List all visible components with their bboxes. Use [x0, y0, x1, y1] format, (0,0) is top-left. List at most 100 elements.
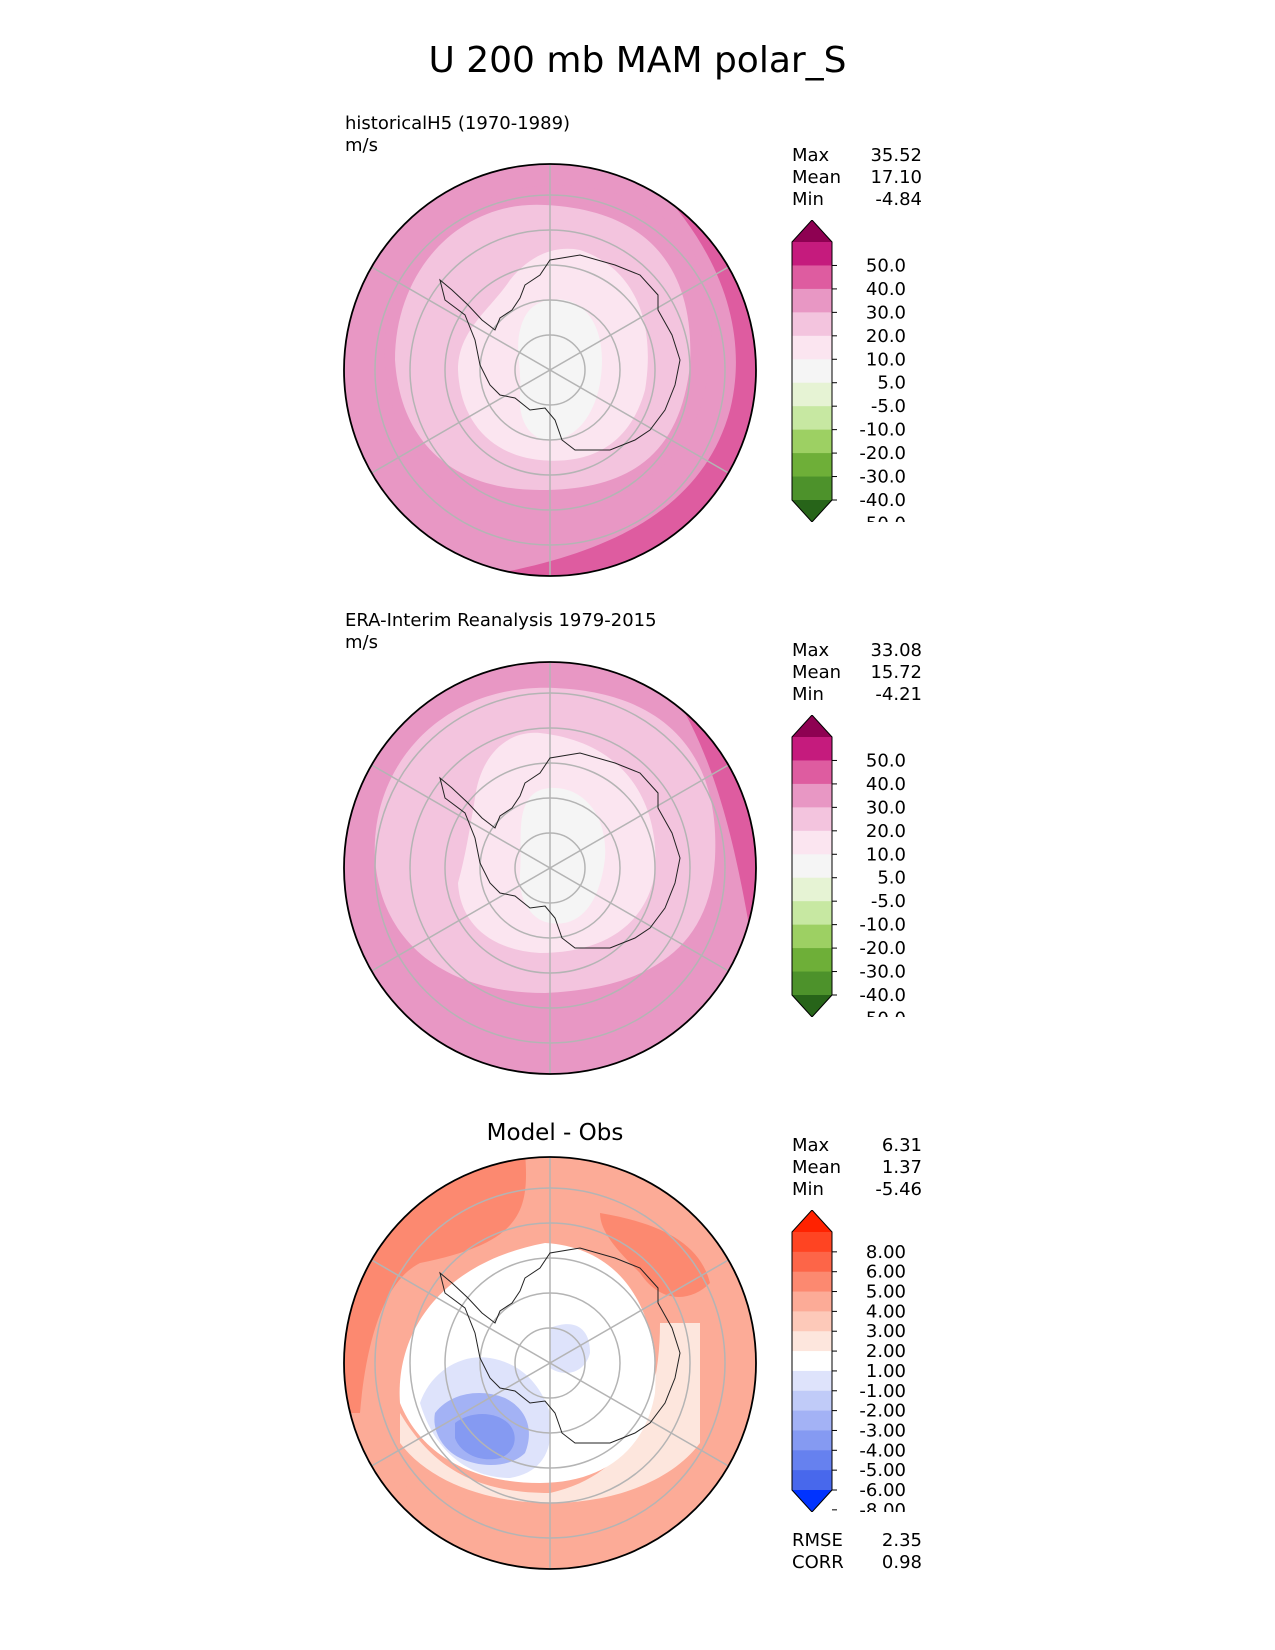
panel-3-extra-stats: RMSE 2.35 CORR 0.98	[792, 1530, 922, 1574]
colorbar-tick-label: -3.00	[859, 1420, 906, 1441]
colorbar-segment	[792, 312, 832, 337]
colorbar-tick-label: -1.00	[859, 1381, 906, 1402]
stat-row-max: Max 35.52	[792, 145, 922, 167]
map3-border	[343, 1156, 757, 1570]
colorbar-tick-label: 5.0	[877, 373, 906, 394]
colorbar-tick-label: -10.0	[859, 420, 906, 441]
colorbar-segment	[792, 1370, 832, 1392]
colorbar-tick-label: 2.00	[866, 1341, 906, 1362]
main-title: U 200 mb MAM polar_S	[428, 40, 847, 81]
colorbar-segment	[792, 242, 832, 266]
panel-2-units: m/s	[345, 632, 378, 653]
map1-coastline	[439, 254, 681, 451]
colorbar-segment	[792, 807, 832, 832]
colorbar-tick-label: 5.0	[877, 868, 906, 889]
panel-1-map	[343, 163, 757, 577]
panel-1-units: m/s	[345, 135, 378, 156]
colorbar-tick-label: -10.0	[859, 915, 906, 936]
stat-row-min: Min -4.21	[792, 684, 922, 706]
panel-1-stats: Max 35.52 Mean 17.10 Min -4.84	[792, 145, 922, 211]
colorbar-segment	[792, 1232, 832, 1253]
colorbar-tick-label: -50.0	[859, 1008, 906, 1017]
map3-band-1-2	[400, 1323, 700, 1503]
panel-2-stats: Max 33.08 Mean 15.72 Min -4.21	[792, 640, 922, 706]
colorbar-tick-label: 8.00	[866, 1242, 906, 1263]
colorbar-extend-max	[792, 715, 832, 737]
colorbar-tick-label: -30.0	[859, 962, 906, 983]
stat-value: 33.08	[870, 640, 922, 661]
colorbar-tick-label: 40.0	[866, 279, 906, 300]
colorbar-segment	[792, 476, 832, 501]
colorbar-segment	[792, 382, 832, 407]
colorbar-tick-label: -50.0	[859, 513, 906, 522]
colorbar-tick-label: -4.00	[859, 1440, 906, 1461]
panel-2-map	[343, 661, 757, 1075]
map1-border	[343, 163, 757, 577]
colorbar-tick-label: -20.0	[859, 443, 906, 464]
stat-row-min: Min -5.46	[792, 1179, 922, 1201]
panel-3-colorbar: 8.006.005.004.003.002.001.00-1.00-2.00-3…	[791, 1210, 906, 1512]
colorbar-segment	[792, 948, 832, 973]
map3-band-neg5-neg4	[455, 1414, 515, 1460]
stat-value: 6.31	[881, 1135, 922, 1156]
colorbar-tick-label: -2.00	[859, 1401, 906, 1422]
colorbar-segment	[792, 1291, 832, 1312]
colorbar-extend-min	[792, 1490, 832, 1512]
colorbar-tick-label: 30.0	[866, 797, 906, 818]
stat-row-rmse: RMSE 2.35	[792, 1530, 922, 1552]
stat-row-max: Max 33.08	[792, 640, 922, 662]
stat-value: 1.37	[881, 1157, 922, 1178]
stat-value: -4.21	[875, 684, 922, 705]
stat-value: 15.72	[870, 662, 922, 683]
colorbar-segment	[792, 760, 832, 785]
colorbar-tick-label: 40.0	[866, 774, 906, 795]
map2-border	[343, 661, 757, 1075]
colorbar-tick-label: 6.00	[866, 1262, 906, 1283]
colorbar-extend-max	[792, 220, 832, 242]
stat-value: 0.98	[881, 1552, 922, 1573]
stat-row-max: Max 6.31	[792, 1135, 922, 1157]
colorbar-tick-label: -5.00	[859, 1460, 906, 1481]
panel-3-title: Model - Obs	[486, 1120, 624, 1146]
colorbar-segment	[792, 406, 832, 431]
colorbar-segment	[792, 1390, 832, 1412]
colorbar-tick-label: -8.00	[859, 1500, 906, 1512]
stat-value: 17.10	[870, 167, 922, 188]
colorbar-segment	[792, 783, 832, 808]
map3-band-neg2-neg1-b	[550, 1324, 590, 1373]
panel-2-colorbar: 50.0 40.030.0 20.010.0 5.0-5.0 -10.0-20.0 -30…	[791, 715, 906, 1017]
map2-coastline	[439, 752, 681, 949]
stat-label: Mean	[792, 1157, 842, 1178]
colorbar-tick-label: 5.00	[866, 1282, 906, 1303]
panel-1-title: historicalH5 (1970-1989)	[345, 113, 571, 134]
colorbar-tick-label: -6.00	[859, 1480, 906, 1501]
colorbar-extend-min	[792, 995, 832, 1017]
colorbar-tick-label: -5.0	[871, 891, 906, 912]
colorbar-segment	[792, 830, 832, 855]
colorbar-segment	[792, 737, 832, 761]
stat-label: Max	[792, 640, 830, 661]
stat-label: Min	[792, 189, 824, 210]
map2-band-neg5-5	[519, 787, 606, 924]
colorbar-tick-label: 4.00	[866, 1301, 906, 1322]
colorbar-segment	[792, 924, 832, 949]
colorbar-segment	[792, 265, 832, 290]
stat-label: Mean	[792, 167, 842, 188]
stat-row-mean: Mean 1.37	[792, 1157, 922, 1179]
colorbar-segment	[792, 288, 832, 313]
colorbar-segment	[792, 901, 832, 926]
stat-value: 35.52	[870, 145, 922, 166]
colorbar-tick-label: -30.0	[859, 467, 906, 488]
map3-coastline	[439, 1247, 681, 1444]
stat-value: -4.84	[875, 189, 922, 210]
colorbar-segment	[792, 971, 832, 996]
stat-row-mean: Mean 17.10	[792, 167, 922, 189]
colorbar-tick-label: 1.00	[866, 1361, 906, 1382]
panel-1-colorbar: 50.0 40.030.0 20.010.0 5.0-5.0 -10.0-20.0 -30…	[791, 220, 906, 522]
stat-label: CORR	[792, 1552, 844, 1573]
colorbar-extend-max	[792, 1210, 832, 1232]
colorbar-segment	[792, 1410, 832, 1431]
stat-label: Min	[792, 1179, 824, 1200]
stat-label: Mean	[792, 662, 842, 683]
colorbar-tick-label: 10.0	[866, 349, 906, 370]
